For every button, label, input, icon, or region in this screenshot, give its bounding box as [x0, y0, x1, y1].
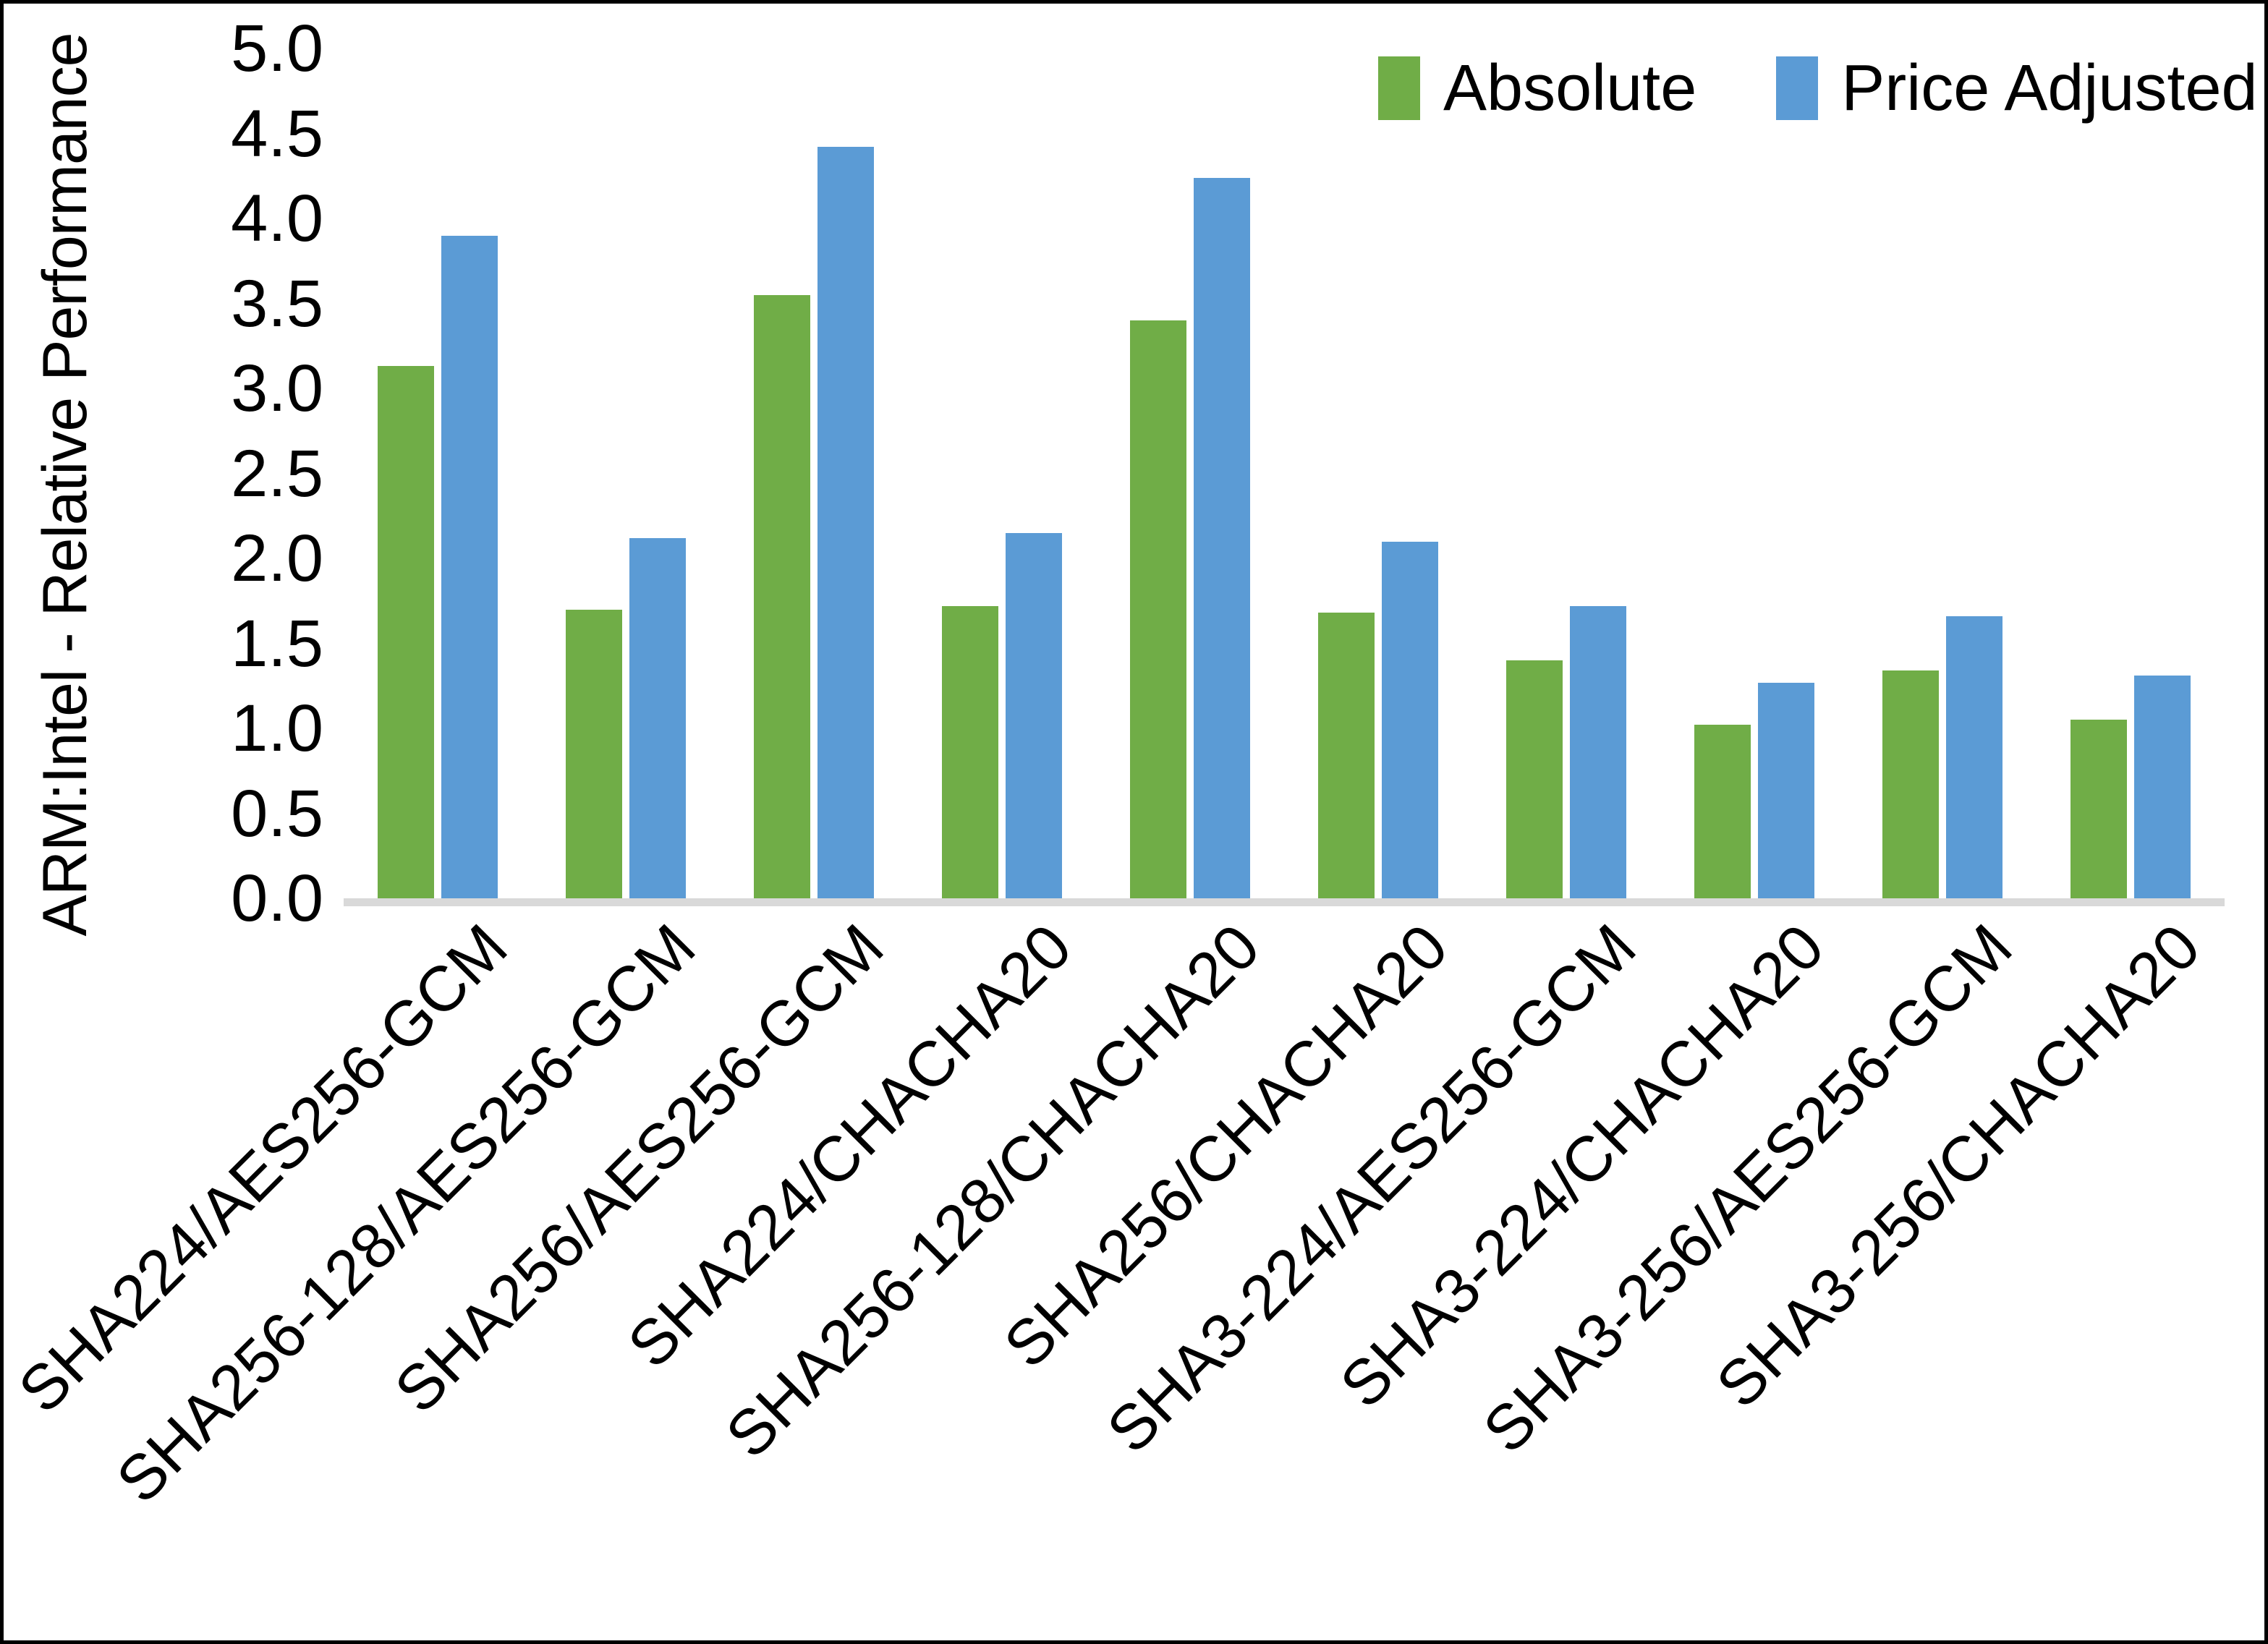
- bar-price-adjusted: [2133, 676, 2191, 898]
- y-tick-label: 1.5: [231, 606, 323, 681]
- y-tick-label: 4.0: [231, 182, 323, 255]
- y-tick-label: 0.5: [231, 776, 323, 851]
- bar-price-adjusted: [817, 147, 874, 898]
- bar-group: [1472, 48, 1660, 898]
- y-axis-title: ARM:Intel - Relative Performance: [30, 33, 100, 937]
- bar-price-adjusted: [1945, 616, 2002, 898]
- chart-legend: Absolute Price Adjusted: [1378, 56, 2258, 121]
- bar-group: [908, 48, 1096, 898]
- y-axis-tick-labels: 5.0 4.5 4.0 3.5 3.0 2.5 2.0 1.5 1.0 0.5 0.0: [141, 4, 336, 944]
- bar-price-adjusted: [1569, 605, 1626, 898]
- x-axis-tick-labels: SHA224/AES256-GCM SHA256-128/AES256-GCM SH…: [4, 911, 2268, 1642]
- bar-absolute: [942, 605, 999, 898]
- bar-price-adjusted: [1757, 682, 1814, 898]
- bar-group: [1660, 48, 1848, 898]
- bar-price-adjusted: [1005, 532, 1062, 898]
- plot-area: [344, 48, 2225, 906]
- legend-label: Price Adjusted: [1841, 52, 2258, 124]
- y-tick-label: 1.0: [231, 691, 323, 765]
- legend-item[interactable]: Price Adjusted: [1776, 52, 2258, 124]
- y-tick-label: 4.5: [231, 96, 323, 171]
- bar-group: [1284, 48, 1472, 898]
- bar-absolute: [1318, 613, 1375, 898]
- bar-group: [532, 48, 720, 898]
- y-tick-label: 2.0: [231, 521, 323, 595]
- bar-absolute: [378, 366, 435, 898]
- legend-swatch-icon: [1378, 56, 1420, 120]
- bar-price-adjusted: [441, 235, 498, 898]
- bar-price-adjusted: [1193, 177, 1250, 898]
- bar-group: [2036, 48, 2225, 898]
- bar-absolute: [754, 294, 811, 898]
- bar-price-adjusted: [629, 537, 686, 898]
- bar-group: [1096, 48, 1284, 898]
- bar-group: [1848, 48, 2036, 898]
- bar-absolute: [566, 609, 623, 898]
- bar-group: [344, 48, 532, 898]
- legend-swatch-icon: [1776, 56, 1819, 120]
- bar-absolute: [1694, 725, 1751, 898]
- bar-group: [720, 48, 908, 898]
- y-tick-label: 3.5: [231, 266, 323, 341]
- bar-absolute: [1130, 320, 1187, 898]
- legend-item[interactable]: Absolute: [1378, 56, 1696, 121]
- x-axis-line: [344, 898, 2225, 906]
- y-tick-label: 3.0: [231, 352, 323, 425]
- y-tick-label: 5.0: [231, 12, 323, 85]
- legend-label: Absolute: [1443, 52, 1697, 124]
- bar-absolute: [1882, 670, 1940, 898]
- y-tick-label: 0.0: [231, 861, 323, 935]
- bar-absolute: [2070, 720, 2128, 898]
- bar-absolute: [1506, 660, 1563, 898]
- y-tick-label: 2.5: [231, 436, 323, 511]
- bar-price-adjusted: [1381, 541, 1438, 898]
